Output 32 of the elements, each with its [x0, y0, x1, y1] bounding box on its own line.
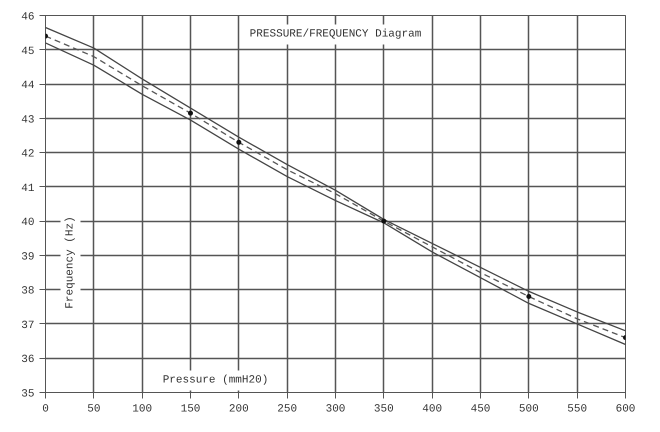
y-axis-title: Frequency (Hz)	[64, 216, 76, 309]
x-tick-label: 200	[228, 404, 249, 416]
y-tick-label: 41	[21, 182, 35, 195]
point	[526, 294, 532, 300]
x-tick-label: 150	[180, 404, 200, 416]
point	[381, 218, 386, 224]
x-tick-label: 50	[87, 404, 100, 416]
x-tick-label: 350	[374, 404, 394, 416]
y-tick-label: 46	[21, 12, 34, 24]
point	[236, 140, 242, 145]
x-tick-label: 400	[422, 404, 442, 416]
x-tick-label: 600	[616, 404, 636, 416]
y-tick-label: 36	[21, 354, 34, 366]
y-tick-label: 38	[21, 286, 34, 298]
text: PRESSURE/FREQUENCY Diagram	[250, 28, 422, 40]
x-tick-label: 0	[42, 404, 49, 416]
point	[188, 110, 193, 116]
x-tick-label: 100	[132, 404, 152, 416]
y-tick-label: 42	[21, 148, 34, 161]
y-tick-label: 43	[21, 114, 34, 126]
y-tick-label: 44	[21, 80, 35, 92]
y-tick-label: 45	[21, 46, 34, 58]
y-tick-label: 37	[21, 320, 34, 332]
x-tick-label: 250	[277, 404, 298, 416]
y-tick-label: 39	[21, 251, 34, 264]
x-tick-label: 500	[518, 404, 539, 416]
x-axis-title: Pressure (mmH20)	[162, 374, 268, 386]
x-tick-label: 550	[567, 404, 588, 416]
x-tick-label: 450	[470, 404, 490, 416]
x-tick-label: 300	[326, 404, 346, 416]
y-tick-label: 35	[21, 388, 34, 400]
y-tick-label: 40	[21, 217, 34, 230]
